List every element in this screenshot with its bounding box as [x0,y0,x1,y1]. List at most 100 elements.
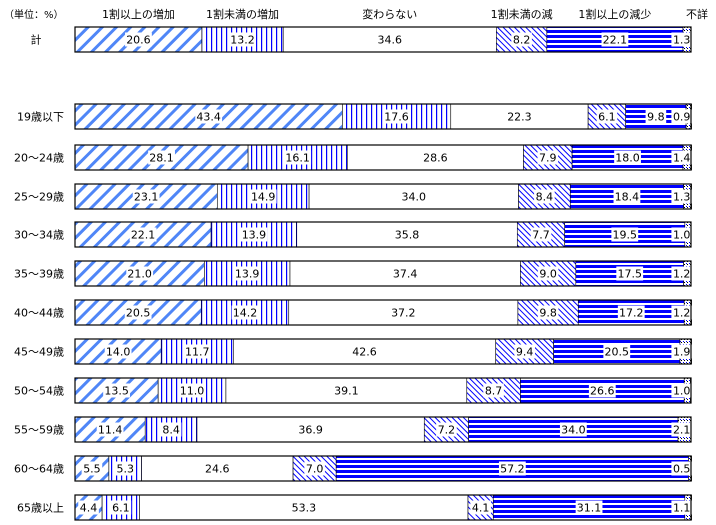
data-label-bg [421,150,449,165]
bar-outline [74,416,692,443]
bar-outline [74,260,692,287]
data-label: 7.2 [438,424,456,437]
data-label-bg [351,344,378,359]
data-label: 14.2 [233,307,258,320]
data-label-bg [376,32,404,47]
legend-label: 1割以上の増加 [102,7,175,21]
data-label-bg [436,422,457,437]
data-label: 18.4 [615,191,640,204]
data-label: 2.1 [673,424,691,437]
data-label-bg [537,150,559,165]
data-label: 28.1 [149,152,174,165]
data-label-bg [126,266,154,281]
data-label-bg [534,189,555,204]
data-label: 13.9 [242,229,267,242]
data-label-bg [671,227,692,242]
data-label-bg [588,383,616,398]
data-label: 17.2 [619,307,644,320]
data-label-bg [104,344,132,359]
data-label: 8.4 [162,424,180,437]
data-label-bg [559,422,587,437]
category-label: 計 [31,33,42,47]
data-label: 9.8 [539,307,557,320]
data-label: 4.1 [472,502,490,515]
category-label: 30～34歳 [14,229,64,242]
data-label: 8.7 [485,385,503,398]
data-label: 37.4 [393,268,418,281]
data-label: 6.1 [112,502,130,515]
category-label: 40～44歳 [14,307,64,320]
data-label-bg [304,461,325,476]
legend-label: 変わらない [362,7,417,21]
data-label-bg [671,150,692,165]
data-label: 34.6 [378,34,403,47]
data-label: 6.1 [598,111,616,124]
data-label: 20.5 [126,307,151,320]
data-label-bg [506,109,533,124]
data-label: 1.1 [673,502,691,515]
data-label: 13.9 [235,268,260,281]
data-label: 1.2 [673,307,691,320]
data-label: 22.1 [131,229,156,242]
data-label-bg [393,227,421,242]
bar-outline [74,338,692,365]
data-label-bg [671,109,692,124]
data-label: 11.4 [98,424,123,437]
bar-outline [74,494,692,521]
data-label: 14.9 [251,191,276,204]
data-label: 11.0 [180,385,205,398]
data-label: 28.6 [423,152,448,165]
category-label: 60～64歳 [14,463,64,476]
data-label-bg [160,422,182,437]
data-label: 22.1 [603,34,628,47]
data-label-bg [391,266,419,281]
data-label: 14.0 [106,346,131,359]
data-label-bg [297,422,325,437]
data-label: 24.6 [205,463,230,476]
data-label: 57.2 [500,463,525,476]
data-label-bg [514,344,535,359]
data-label-bg [537,305,559,320]
data-label-bg [671,383,692,398]
category-label: 45～49歳 [14,346,64,359]
data-label-bg [203,461,231,476]
data-label-bg [614,150,641,165]
data-label: 36.9 [298,424,323,437]
category-label: 25～29歳 [14,191,64,204]
data-label: 17.6 [384,111,409,124]
data-label-bg [183,344,211,359]
data-label-bg [96,422,124,437]
data-label-bg [483,383,504,398]
data-label: 13.2 [230,34,255,47]
data-label: 20.6 [126,34,151,47]
data-label: 5.5 [83,463,101,476]
data-label: 22.3 [507,111,532,124]
data-label: 1.3 [673,191,691,204]
data-label-bg [498,461,526,476]
bar-outline [74,26,692,53]
category-label: 35～39歳 [14,268,64,281]
data-label-bg [671,422,692,437]
legend-label: 不詳 [686,7,708,21]
data-label: 23.1 [134,191,159,204]
data-label-bg [78,500,99,515]
data-label: 19.5 [613,229,638,242]
legend-label: 1割未満の増加 [206,7,279,21]
data-label: 35.8 [395,229,420,242]
data-label: 7.0 [306,463,324,476]
data-label-bg [81,461,103,476]
data-label: 1.2 [673,268,691,281]
data-label: 8.2 [513,34,531,47]
data-label: 4.4 [80,502,98,515]
data-label-bg [671,461,692,476]
data-label-bg [195,109,223,124]
data-label-bg [470,500,491,515]
data-label: 42.6 [352,346,377,359]
data-label-bg [332,383,360,398]
data-label-bg [114,461,136,476]
data-label: 39.1 [334,385,359,398]
data-label-bg [617,305,645,320]
data-label: 11.7 [185,346,210,359]
category-label: 65歳以上 [17,502,64,515]
data-label-bg [240,227,268,242]
